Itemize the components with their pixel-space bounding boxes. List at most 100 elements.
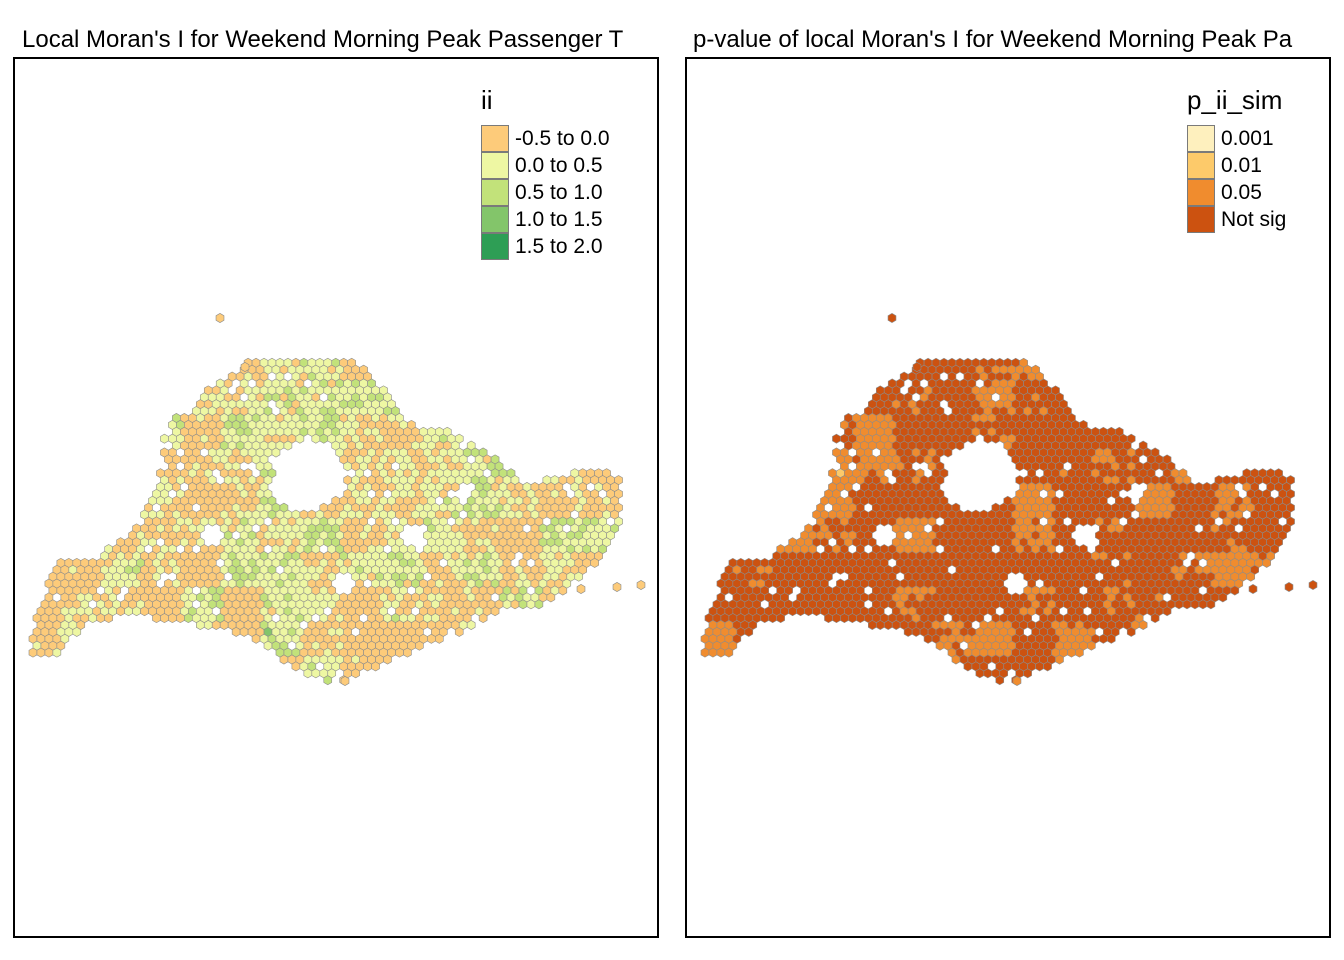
hexagon-cell[interactable] [824,613,833,624]
hexagon-cell[interactable] [879,516,889,527]
hexagon-cell[interactable] [911,626,921,637]
hexagon-cell[interactable] [339,564,348,575]
hexagon-cell[interactable] [462,475,472,486]
hexagon-cell[interactable] [303,668,313,679]
hexagon-cell[interactable] [1218,592,1228,603]
hexagon-cell[interactable] [351,668,360,679]
hexagon-cell[interactable] [636,580,646,590]
hexagon-cell[interactable] [995,675,1005,686]
hexagon-cell[interactable] [1087,516,1096,527]
hexagon-cell[interactable] [868,620,877,630]
hexagon-cell[interactable] [1162,606,1172,617]
hexagon-cell[interactable] [1230,585,1240,596]
hexagon-cell[interactable] [466,620,476,630]
hexagon-cell[interactable] [1134,475,1144,486]
hexagon-cell[interactable] [1190,599,1200,610]
hexagon-cell[interactable] [383,654,392,665]
hexagon-cell[interactable] [164,564,173,575]
hexagon-cell[interactable] [724,647,734,658]
map-panel-local-morans-i[interactable]: ii -0.5 to 0.0 0.0 to 0.5 0.5 to 1.0 1.0… [13,57,659,938]
hexagon-cell[interactable] [132,606,141,617]
hexagon-cell[interactable] [546,592,556,603]
hexagon-cell[interactable] [590,557,599,568]
hexagon-cell[interactable] [435,633,444,644]
hexagon-cell[interactable] [983,668,993,679]
hexagon-cell[interactable] [319,433,329,444]
hexagon-cell[interactable] [160,433,169,444]
hexagon-cell[interactable] [887,313,897,323]
hexagon-cell[interactable] [279,654,289,665]
hexagon-cell[interactable] [176,613,185,624]
hexagon-cell[interactable] [124,606,133,617]
hexagon-cell[interactable] [283,440,293,451]
hexagon-cell[interactable] [574,571,584,582]
hexagon-cell[interactable] [363,661,372,672]
hexagon-cell[interactable] [848,613,857,624]
hexagon-cell[interactable] [1126,626,1136,637]
hexagon-cell[interactable] [152,613,161,624]
hexagon-cell[interactable] [1015,461,1024,472]
hexagon-cell[interactable] [1011,564,1020,575]
hexagon-cell[interactable] [1138,620,1148,630]
hexagon-cell[interactable] [1079,516,1088,527]
hexagon-cell[interactable] [951,654,961,665]
hexagon-cell[interactable] [219,620,229,630]
hexagon-cell[interactable] [415,640,424,651]
hexagon-cell[interactable] [796,606,805,617]
hexagon-cell[interactable] [943,447,953,458]
hexagon-cell[interactable] [534,599,544,610]
hexagon-cell[interactable] [1246,571,1256,582]
hexagon-cell[interactable] [1206,599,1216,610]
hexagon-cell[interactable] [415,516,424,527]
hexagon-cell[interactable] [963,661,973,672]
hexagon-cell[interactable] [836,564,845,575]
hexagon-cell[interactable] [716,647,726,658]
hexagon-cell[interactable] [912,362,922,372]
hexagon-cell[interactable] [891,620,901,630]
hexagon-cell[interactable] [478,613,488,624]
hexagon-cell[interactable] [991,433,1001,444]
hexagon-cell[interactable] [975,668,985,679]
hexagon-cell[interactable] [104,613,113,624]
hexagon-cell[interactable] [1075,647,1084,658]
hexagon-cell[interactable] [251,633,261,644]
hexagon-cell[interactable] [231,626,241,637]
hexagon-cell[interactable] [1150,613,1160,624]
hexagon-cell[interactable] [1023,668,1032,679]
hexagon-cell[interactable] [510,599,520,610]
hexagon-cell[interactable] [875,620,885,630]
map-panel-p-value[interactable]: p_ii_sim 0.001 0.01 0.05 Not sig [685,57,1331,938]
hexagon-cell[interactable] [744,626,754,637]
hexagon-cell[interactable] [184,613,193,624]
hexagon-cell[interactable] [240,362,250,372]
hexagon-cell[interactable] [291,661,301,672]
hexagon-cell[interactable] [558,585,568,596]
hexagon-cell[interactable] [52,647,62,658]
hexagon-cell[interactable] [856,613,865,624]
hexagon-cell[interactable] [1262,557,1271,568]
hexagon-cell[interactable] [502,599,512,610]
hexagon-cell[interactable] [612,582,622,592]
hexagon-cell[interactable] [427,633,436,644]
hexagon-cell[interactable] [967,433,977,444]
hexagon-cell[interactable] [1182,599,1192,610]
hexagon-cell[interactable] [903,626,913,637]
hexagon-cell[interactable] [311,668,321,679]
hexagon-cell[interactable] [708,647,718,658]
hexagon-cell[interactable] [271,447,281,458]
hexagon-cell[interactable] [28,647,38,658]
hexagon-cell[interactable] [490,606,500,617]
hexagon-cell[interactable] [923,633,933,644]
hexagon-cell[interactable] [323,675,333,686]
hexagon-cell[interactable] [576,584,586,594]
hexagon-cell[interactable] [1055,654,1064,665]
hexagon-cell[interactable] [44,647,54,658]
hexagon-cell[interactable] [340,676,350,686]
hexagon-cell[interactable] [203,620,213,630]
hexagon-cell[interactable] [804,606,813,617]
hexagon-cell[interactable] [983,433,993,444]
hexagon-cell[interactable] [450,482,460,492]
hexagon-cell[interactable] [207,516,217,527]
hexagon-cell[interactable] [215,313,225,323]
hexagon-cell[interactable] [371,661,380,672]
